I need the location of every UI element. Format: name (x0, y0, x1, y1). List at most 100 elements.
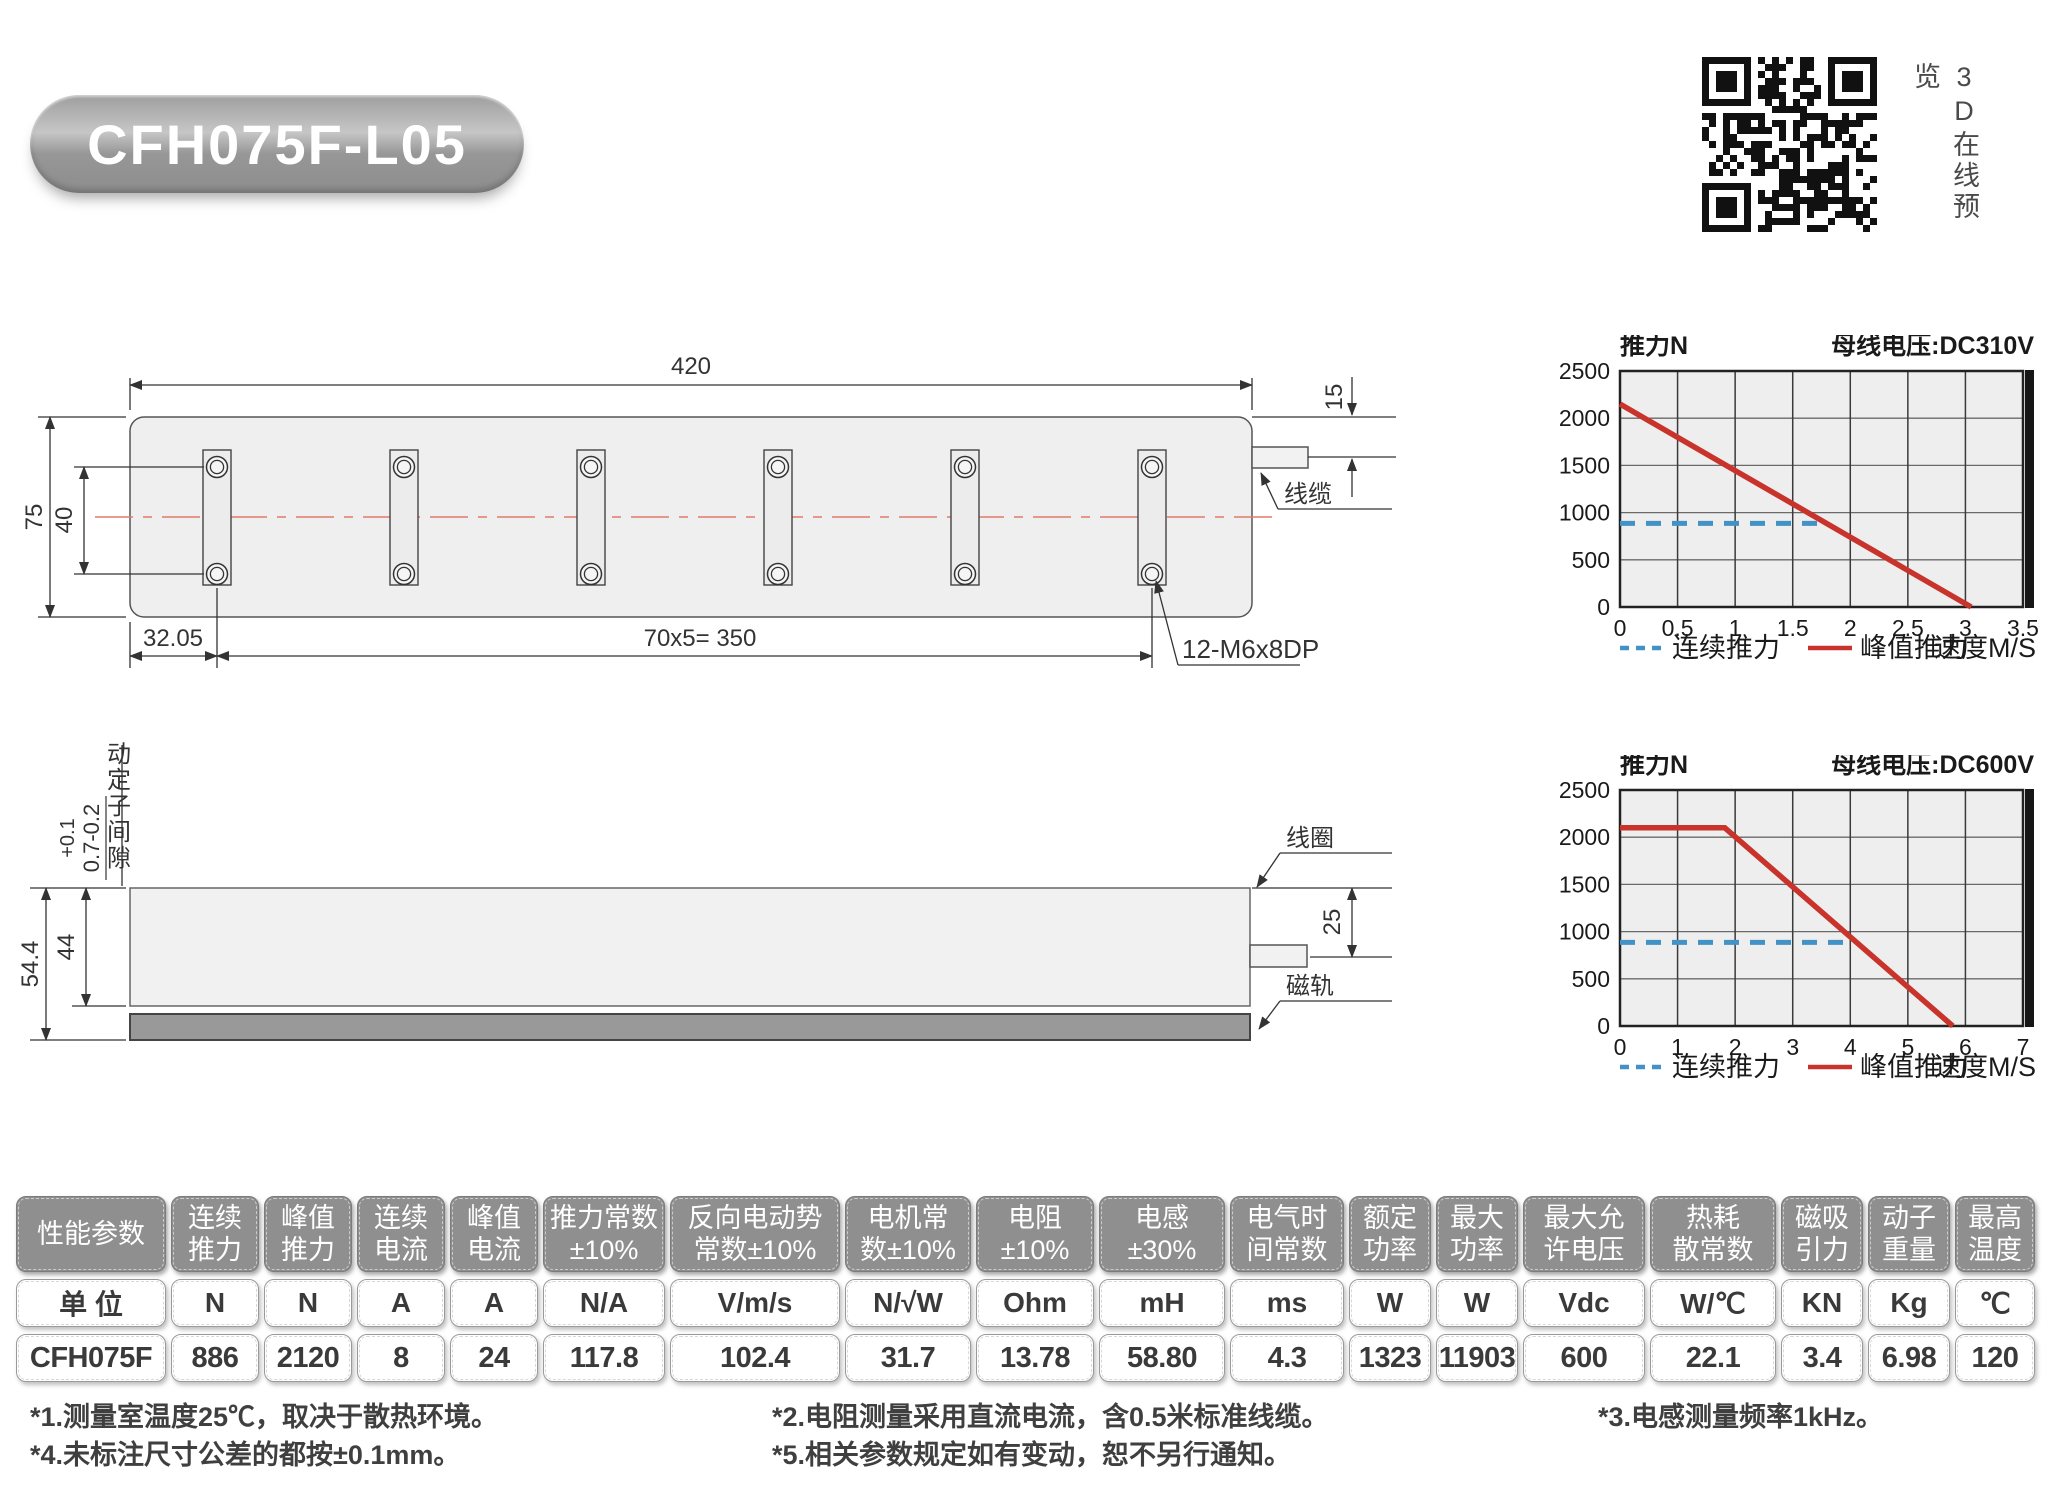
table-value-cell: 8 (357, 1334, 445, 1382)
x-tick-label: 0 (1614, 615, 1627, 641)
footnote-4: *4.未标注尺寸公差的都按±0.1mm。 (30, 1440, 461, 1470)
table-column: 电阻 ±10% Ohm 13.78 (976, 1196, 1094, 1382)
y-tick-label: 2000 (1559, 824, 1610, 850)
dim-cable-25: 25 (1319, 909, 1346, 936)
mounting-slots (202, 449, 1167, 586)
table-unit-cell: 单 位 (16, 1279, 166, 1327)
dim-coil-height-44: 44 (53, 934, 80, 961)
dim-hole-pitch-40: 40 (51, 507, 78, 534)
table-header-cell: 反向电动势 常数±10% (670, 1196, 840, 1272)
dim-first-hole-3205: 32.05 (143, 625, 203, 652)
y-tick-label: 1500 (1559, 871, 1610, 897)
cable-label: 线缆 (1284, 481, 1332, 508)
footnote-3: *3.电感测量频率1kHz。 (1598, 1402, 1884, 1432)
top-view-drawing: 420 75 40 32.05 70x5= 350 15 线缆 12-M6x8D… (21, 353, 1396, 668)
x-tick-label: 2 (1844, 615, 1857, 641)
table-header-cell: 电气时 间常数 (1230, 1196, 1344, 1272)
thrust-chart-dc600v: 0 500 1000 1500 2000 2500 0 1 2 3 4 5 6 7 推力N 母线电压:DC60… (1559, 755, 2036, 1082)
x-tick-label: 4 (1844, 1034, 1857, 1060)
table-header-cell: 连续 推力 (171, 1196, 259, 1272)
table-unit-cell: W (1436, 1279, 1518, 1327)
y-tick-label: 500 (1572, 547, 1610, 573)
x-tick-label: 3 (1959, 615, 1972, 641)
chart-xlabel: 速度M/S (1934, 1052, 2036, 1082)
qr-caption: 3D在线预览 (1910, 62, 1979, 223)
legend-peak-label: 峰值推力 (1860, 633, 1968, 663)
dim-width-420: 420 (671, 353, 711, 380)
x-tick-label: 1.5 (1777, 615, 1809, 641)
table-value-cell: 11903 (1436, 1334, 1518, 1382)
table-column: 最高 温度 ℃ 120 (1955, 1196, 2035, 1382)
thrust-chart-dc310v: 0 500 1000 1500 2000 2500 0 0.5 1 1.5 2 2.5 3 3.5 推力N 母… (1559, 335, 2039, 663)
chart-ylabel: 推力N (1620, 755, 1688, 779)
table-value-cell: 58.80 (1099, 1334, 1225, 1382)
table-column: 最大 功率 W 11903 (1436, 1196, 1518, 1382)
table-header-cell: 电感 ±30% (1099, 1196, 1225, 1272)
table-header-cell: 额定 功率 (1349, 1196, 1431, 1272)
table-value-cell: CFH075F (16, 1334, 166, 1382)
table-unit-cell: KN (1781, 1279, 1863, 1327)
footnote-1: *1.测量室温度25℃，取决于散热环境。 (30, 1402, 499, 1432)
table-value-cell: 2120 (264, 1334, 352, 1382)
cable-stub-top (1251, 446, 1309, 469)
table-unit-cell: Ohm (976, 1279, 1094, 1327)
x-tick-label: 5 (1901, 1034, 1914, 1060)
y-tick-label: 2500 (1559, 777, 1610, 803)
thread-label: 12-M6x8DP (1182, 634, 1319, 664)
table-header-cell: 最高 温度 (1955, 1196, 2035, 1272)
model-title: CFH075F-L05 (87, 112, 467, 176)
dim-total-height-544: 54.4 (17, 941, 44, 988)
coil-body-side-view (129, 887, 1251, 1007)
x-tick-label: 2.5 (1892, 615, 1924, 641)
table-column: 动子 重量 Kg 6.98 (1868, 1196, 1950, 1382)
legend-continuous-label: 连续推力 (1672, 633, 1780, 663)
table-value-cell: 886 (171, 1334, 259, 1382)
table-value-cell: 31.7 (845, 1334, 971, 1382)
table-unit-cell: ms (1230, 1279, 1344, 1327)
table-column: 推力常数 ±10% N/A 117.8 (543, 1196, 665, 1382)
footnote-2: *2.电阻测量采用直流电流，含0.5米标准线缆。 (772, 1402, 1329, 1432)
table-unit-cell: N/A (543, 1279, 665, 1327)
table-header-cell: 推力常数 ±10% (543, 1196, 665, 1272)
table-column: 连续 电流 A 8 (357, 1196, 445, 1382)
cable-stub-side (1249, 944, 1308, 968)
table-header-cell: 热耗 散常数 (1650, 1196, 1776, 1272)
table-column: 电气时 间常数 ms 4.3 (1230, 1196, 1344, 1382)
chart-ylabel: 推力N (1620, 335, 1688, 360)
y-tick-label: 0 (1597, 1013, 1610, 1039)
magnet-label: 磁轨 (1286, 973, 1334, 1000)
y-tick-label: 0 (1597, 594, 1610, 620)
y-tick-label: 1500 (1559, 452, 1610, 478)
table-value-cell: 22.1 (1650, 1334, 1776, 1382)
table-unit-cell: A (450, 1279, 538, 1327)
table-column: 连续 推力 N 886 (171, 1196, 259, 1382)
table-unit-cell: W/℃ (1650, 1279, 1776, 1327)
gap-tolerance-value: 0.7-0.2 (79, 804, 104, 873)
table-header-cell: 最大 功率 (1436, 1196, 1518, 1272)
dim-height-75: 75 (21, 504, 48, 531)
side-view-drawing: 54.4 44 +0.1 0.7-0.2 动定子间隙 线圈 25 磁轨 (17, 741, 1392, 1041)
gap-label: 动定子间隙 (107, 741, 131, 872)
legend-peak-label: 峰值推力 (1860, 1052, 1968, 1082)
table-column: 峰值 电流 A 24 (450, 1196, 538, 1382)
bus-voltage-label: 母线电压:DC600V (1831, 755, 2034, 779)
footnote-5: *5.相关参数规定如有变动，恕不另行通知。 (772, 1440, 1292, 1470)
dim-cable-15: 15 (1321, 384, 1348, 411)
model-title-badge: CFH075F-L05 (30, 95, 524, 193)
plot-right-shadow (2025, 789, 2034, 1027)
x-tick-label: 0 (1614, 1034, 1627, 1060)
table-unit-cell: Kg (1868, 1279, 1950, 1327)
table-unit-cell: W (1349, 1279, 1431, 1327)
series-峰值推力 (1618, 401, 1973, 610)
table-unit-cell: ℃ (1955, 1279, 2035, 1327)
table-column: 峰值 推力 N 2120 (264, 1196, 352, 1382)
table-value-cell: 4.3 (1230, 1334, 1344, 1382)
table-value-cell: 3.4 (1781, 1334, 1863, 1382)
table-column: 性能参数 单 位 CFH075F (16, 1196, 166, 1382)
table-unit-cell: N (264, 1279, 352, 1327)
table-value-cell: 117.8 (543, 1334, 665, 1382)
table-header-cell: 电机常 数±10% (845, 1196, 971, 1272)
table-header-cell: 峰值 电流 (450, 1196, 538, 1272)
bus-voltage-label: 母线电压:DC310V (1831, 335, 2034, 360)
